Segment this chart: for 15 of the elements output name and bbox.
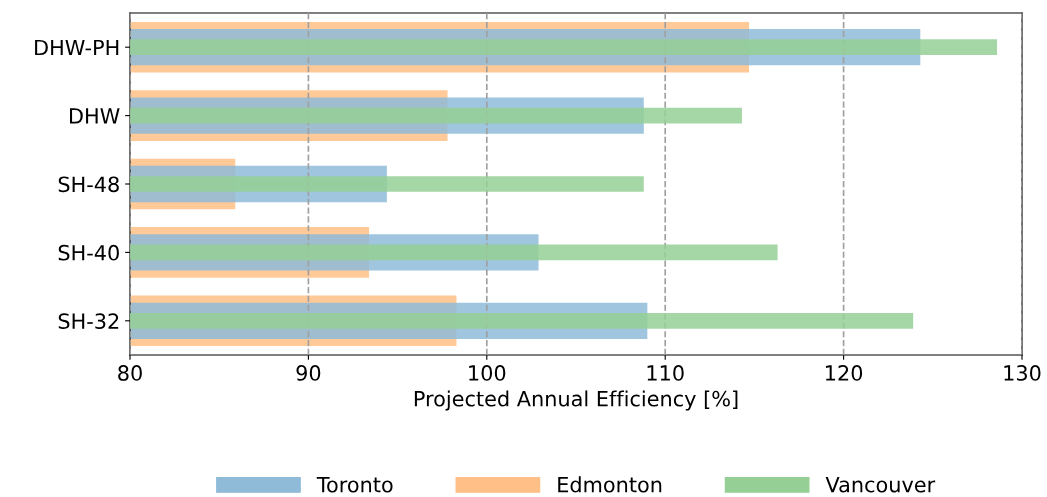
y-tick-label: DHW [70,108,120,124]
y-tick-label: SH-32 [58,313,119,330]
legend-label: Toronto [316,476,393,493]
x-tick-label: 90 [296,365,321,381]
y-tick-label: DHW-PH [35,39,119,56]
x-tick-label: 130 [1004,365,1041,381]
y-tick-label: SH-40 [58,244,119,261]
legend-label: Vancouver [825,476,936,493]
x-tick-label: 110 [647,365,684,381]
legend-label: Edmonton [558,476,662,493]
x-tick-label: 100 [469,365,506,381]
x-tick-label: 80 [118,365,142,381]
x-axis-title: Projected Annual Efficiency [%] [414,390,738,411]
y-tick-label: SH-48 [58,176,119,193]
x-tick-label: 120 [826,365,863,381]
